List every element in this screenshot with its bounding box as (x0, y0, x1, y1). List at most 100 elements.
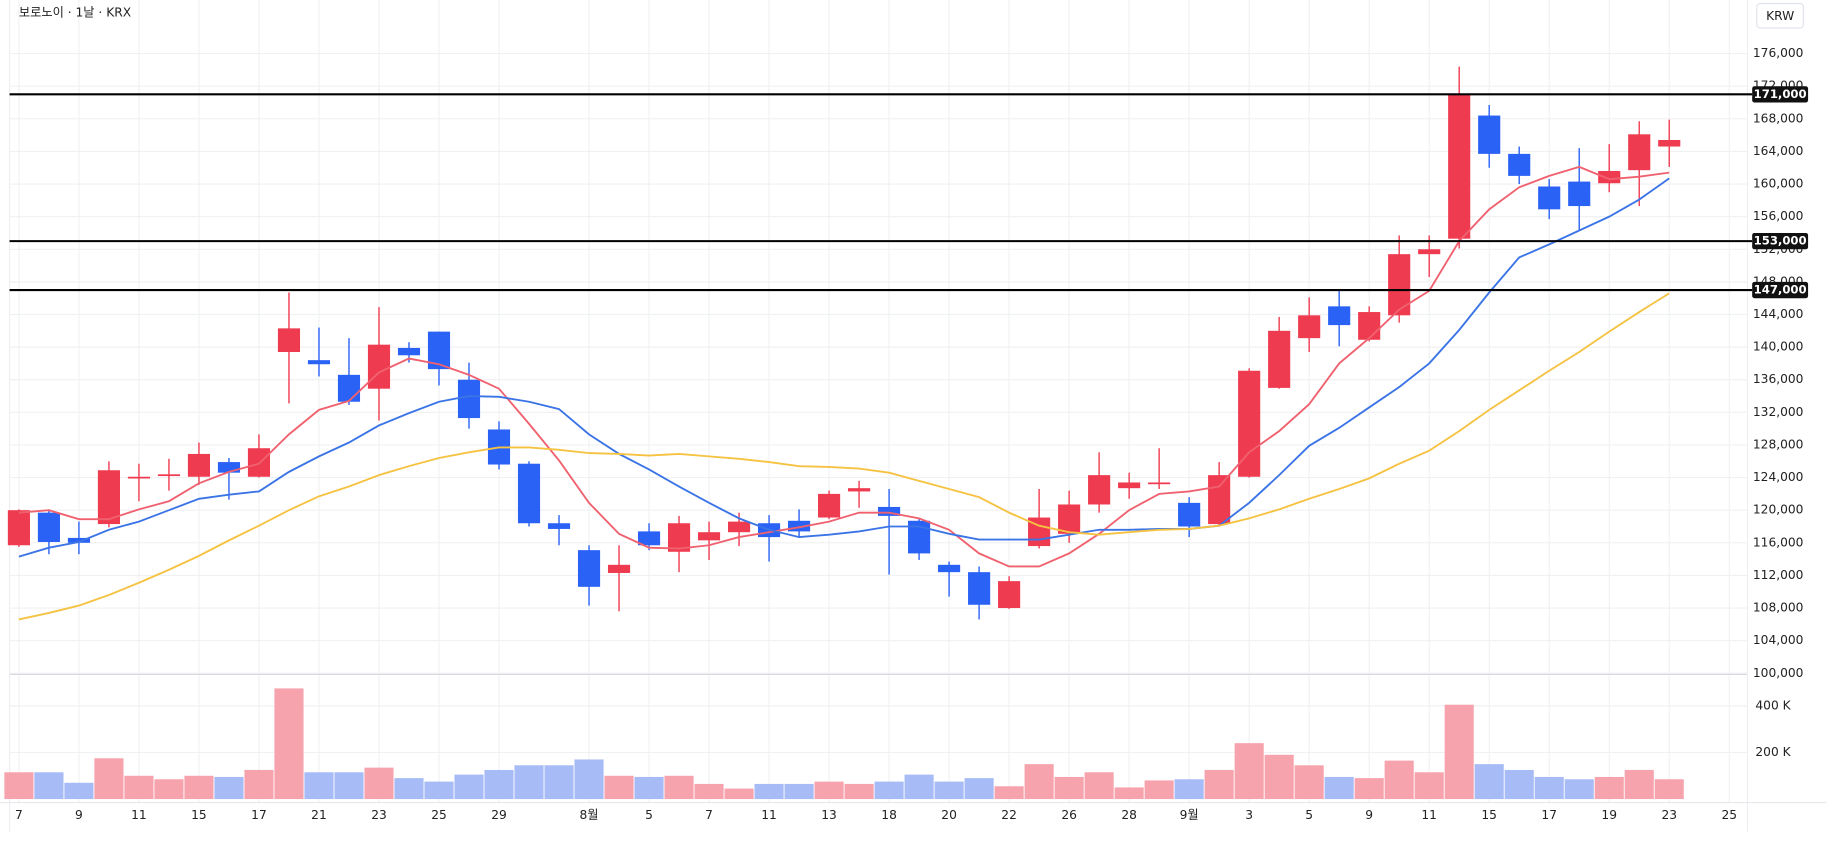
y-tick-label: 160,000 (1753, 177, 1804, 191)
candle-body (1148, 482, 1171, 485)
candle-body (697, 532, 721, 541)
x-tick-label: 21 (311, 808, 327, 822)
y-tick-label: 112,000 (1753, 568, 1804, 582)
volume-bar (274, 688, 304, 800)
volume-bar (394, 778, 424, 800)
currency-label[interactable]: KRW (1766, 9, 1794, 23)
candle-body (1328, 306, 1351, 326)
volume-bar (634, 776, 664, 800)
x-tick-label: 25 (1721, 808, 1737, 822)
currency-button[interactable] (1756, 2, 1805, 29)
x-tick-label: 28 (1121, 808, 1137, 822)
moving-average-line (18, 292, 1670, 621)
candle-body (1118, 482, 1141, 489)
x-tick-label: 9 (75, 808, 83, 822)
x-tick-label: 22 (1001, 808, 1017, 822)
candle-body (397, 347, 421, 356)
chart-title: 보로노이 · 1날 · KRX (19, 5, 131, 19)
candle-body (67, 537, 90, 543)
volume-bar (94, 758, 124, 800)
x-tick-label: 11 (761, 808, 777, 822)
y-tick-label: 116,000 (1753, 535, 1804, 549)
volume-bar (994, 786, 1024, 800)
x-tick-label: 9월 (1180, 808, 1199, 822)
candle-body (1358, 312, 1381, 340)
y-tick-label: 400 K (1755, 698, 1791, 712)
x-tick-label: 8월 (580, 808, 599, 822)
volume-bar (1474, 764, 1504, 800)
moving-average-line (18, 177, 1670, 558)
candle-body (7, 510, 30, 546)
level-label-box (1752, 232, 1809, 250)
candle-body (277, 328, 301, 353)
volume-bar (364, 767, 394, 800)
candle-body (187, 453, 211, 477)
volume-bar (1084, 772, 1114, 800)
x-tick-label: 11 (131, 808, 147, 822)
candle-body (1538, 186, 1561, 210)
y-tick-label: 176,000 (1753, 46, 1804, 60)
volume-bar (424, 781, 454, 800)
y-tick-label: 136,000 (1753, 372, 1804, 386)
y-tick-label: 200 K (1755, 745, 1791, 759)
volume-bar (1414, 772, 1444, 800)
volume-bar (814, 781, 844, 800)
candle-body (1478, 115, 1501, 154)
level-label: 147,000 (1754, 283, 1807, 297)
volume-bar (1204, 769, 1234, 800)
level-label-box (1752, 86, 1809, 103)
level-label: 153,000 (1754, 234, 1807, 248)
volume-bar (124, 775, 154, 800)
volume-bar (574, 759, 604, 800)
candle-body (998, 581, 1021, 609)
volume-bar (1264, 754, 1294, 800)
volume-bar (1144, 780, 1174, 800)
level-label-box (1752, 281, 1809, 299)
candle-body (1388, 254, 1411, 316)
volume-bar (1654, 779, 1684, 800)
candle-body (337, 374, 361, 402)
volume-bar (334, 772, 364, 800)
x-tick-label: 13 (821, 808, 837, 822)
candle-body (667, 523, 691, 552)
candle-body (307, 360, 331, 365)
y-tick-label: 144,000 (1753, 307, 1804, 321)
volume-bar (1354, 778, 1384, 800)
candle-body (607, 564, 631, 573)
x-tick-label: 25 (431, 808, 447, 822)
x-tick-label: 29 (491, 808, 507, 822)
candle-body (1628, 134, 1651, 171)
candle-body (1568, 181, 1591, 207)
volume-bar (664, 775, 694, 800)
volume-bar (1024, 764, 1054, 800)
candle-body (577, 550, 601, 587)
candle-body (1418, 249, 1441, 255)
x-tick-label: 23 (371, 808, 387, 822)
candle-body (427, 331, 451, 370)
candle-body (788, 520, 811, 532)
candle-body (1298, 315, 1321, 339)
volume-bar (1324, 776, 1354, 800)
plot (4, 66, 1684, 800)
level-label: 171,000 (1754, 87, 1807, 101)
candle-body (1238, 370, 1261, 477)
volume-bar (784, 783, 814, 800)
volume-bar (934, 781, 964, 800)
volume-bar (214, 776, 244, 800)
y-tick-label: 164,000 (1753, 144, 1804, 158)
candle-body (217, 462, 241, 473)
candle-body (938, 564, 961, 573)
volume-bar (4, 772, 34, 800)
x-tick-label: 17 (1541, 808, 1557, 822)
y-tick-label: 100,000 (1753, 666, 1804, 680)
candle-body (818, 493, 841, 518)
x-tick-label: 18 (881, 808, 897, 822)
y-tick-label: 124,000 (1753, 470, 1804, 484)
volume-bar (844, 783, 874, 800)
candle-body (367, 344, 391, 389)
y-tick-label: 128,000 (1753, 437, 1804, 451)
x-tick-label: 15 (191, 808, 207, 822)
volume-bar (454, 774, 484, 800)
